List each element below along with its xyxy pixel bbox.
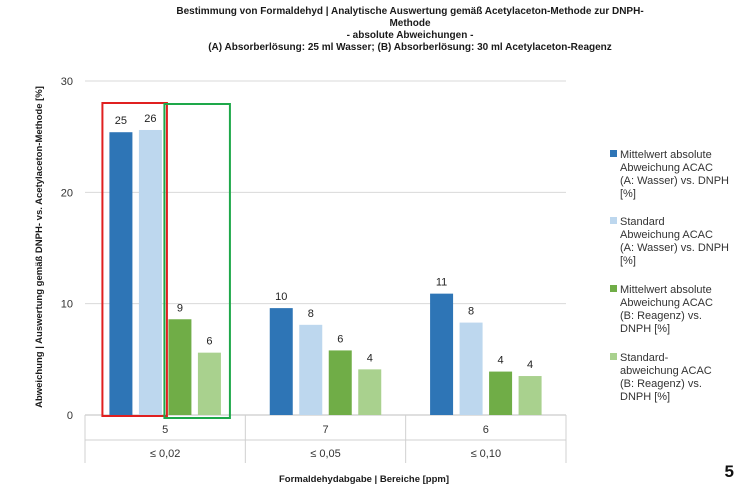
bar: [269, 308, 293, 415]
bar: [299, 324, 323, 415]
legend-label: [%]: [620, 255, 636, 267]
legend-label: Mittelwert absolute: [620, 149, 712, 161]
data-label: 6: [206, 336, 212, 348]
data-label: 4: [498, 355, 504, 367]
x-tick-label-range: ≤ 0,10: [471, 448, 502, 460]
data-label: 11: [436, 277, 447, 289]
x-tick-label-count: 7: [322, 424, 328, 436]
x-tick-label-count: 5: [162, 424, 168, 436]
bar: [430, 293, 454, 415]
y-tick-label: 10: [61, 299, 73, 311]
highlight-box-b: [163, 103, 231, 419]
legend-label: (B: Reagenz) vs.: [620, 310, 702, 322]
legend-label: DNPH [%]: [620, 323, 670, 335]
data-label: 9: [177, 302, 183, 314]
bar: [328, 350, 352, 415]
page-number: 5: [725, 462, 734, 481]
legend-label: (B: Reagenz) vs.: [620, 378, 702, 390]
legend-label: Abweichung ACAC: [620, 162, 713, 174]
legend-label: Standard: [620, 216, 665, 228]
legend-label: abweichung ACAC: [620, 365, 712, 377]
legend-label: DNPH [%]: [620, 391, 670, 403]
legend-swatch: [610, 285, 617, 292]
chart-title: Bestimmung von Formaldehyd | Analytische…: [176, 6, 643, 53]
legend-label: (A: Wasser) vs. DNPH: [620, 175, 729, 187]
legend-label: Standard-: [620, 352, 669, 364]
x-tick-label-range: ≤ 0,05: [310, 448, 341, 460]
legend-label: Mittelwert absolute: [620, 284, 712, 296]
bar: [109, 132, 133, 416]
y-tick-label: 0: [67, 410, 73, 422]
legend-swatch: [610, 353, 617, 360]
data-labels: 25 26 9 6 10 8 6 4 11 8 4 4: [115, 113, 533, 371]
bar: [489, 371, 513, 415]
bar: [168, 319, 192, 415]
y-tick-label: 30: [61, 76, 73, 88]
highlight-box-a: [101, 102, 168, 417]
x-axis-title: Formaldehydabgabe | Bereiche [ppm]: [279, 474, 449, 485]
bar: [459, 322, 483, 415]
data-label: 6: [337, 333, 343, 345]
bar: [197, 352, 221, 415]
y-tick-labels: 0 10 20 30: [61, 76, 73, 422]
data-label: 4: [527, 359, 533, 371]
chart-title-line: - absolute Abweichungen -: [347, 30, 474, 41]
y-tick-label: 20: [61, 187, 73, 199]
data-label: 10: [275, 291, 287, 303]
x-tick-label-count: 6: [483, 424, 489, 436]
chart-title-line: Methode: [389, 18, 431, 29]
legend-swatch: [610, 217, 617, 224]
legend-label: (A: Wasser) vs. DNPH: [620, 242, 729, 254]
x-axis: 5 ≤ 0,02 7 ≤ 0,05 6 ≤ 0,10: [84, 415, 567, 463]
bar: [358, 369, 382, 415]
data-label: 8: [308, 308, 314, 320]
chart-title-line: (A) Absorberlösung: 25 ml Wasser; (B) Ab…: [208, 42, 612, 53]
highlight-boxes: [101, 102, 231, 419]
data-label: 25: [115, 115, 127, 127]
legend-label: Abweichung ACAC: [620, 297, 713, 309]
bar: [518, 376, 542, 415]
legend-swatch: [610, 150, 617, 157]
bars: [109, 129, 542, 416]
data-label: 8: [468, 306, 474, 318]
x-tick-label-range: ≤ 0,02: [150, 448, 181, 460]
legend-label: [%]: [620, 188, 636, 200]
legend-label: Abweichung ACAC: [620, 229, 713, 241]
data-label: 4: [367, 352, 373, 364]
y-axis-title: Abweichung | Auswertung gemäß DNPH- vs. …: [34, 86, 45, 408]
data-label: 26: [144, 113, 156, 125]
bar: [138, 129, 162, 415]
chart-title-line: Bestimmung von Formaldehyd | Analytische…: [176, 6, 643, 17]
